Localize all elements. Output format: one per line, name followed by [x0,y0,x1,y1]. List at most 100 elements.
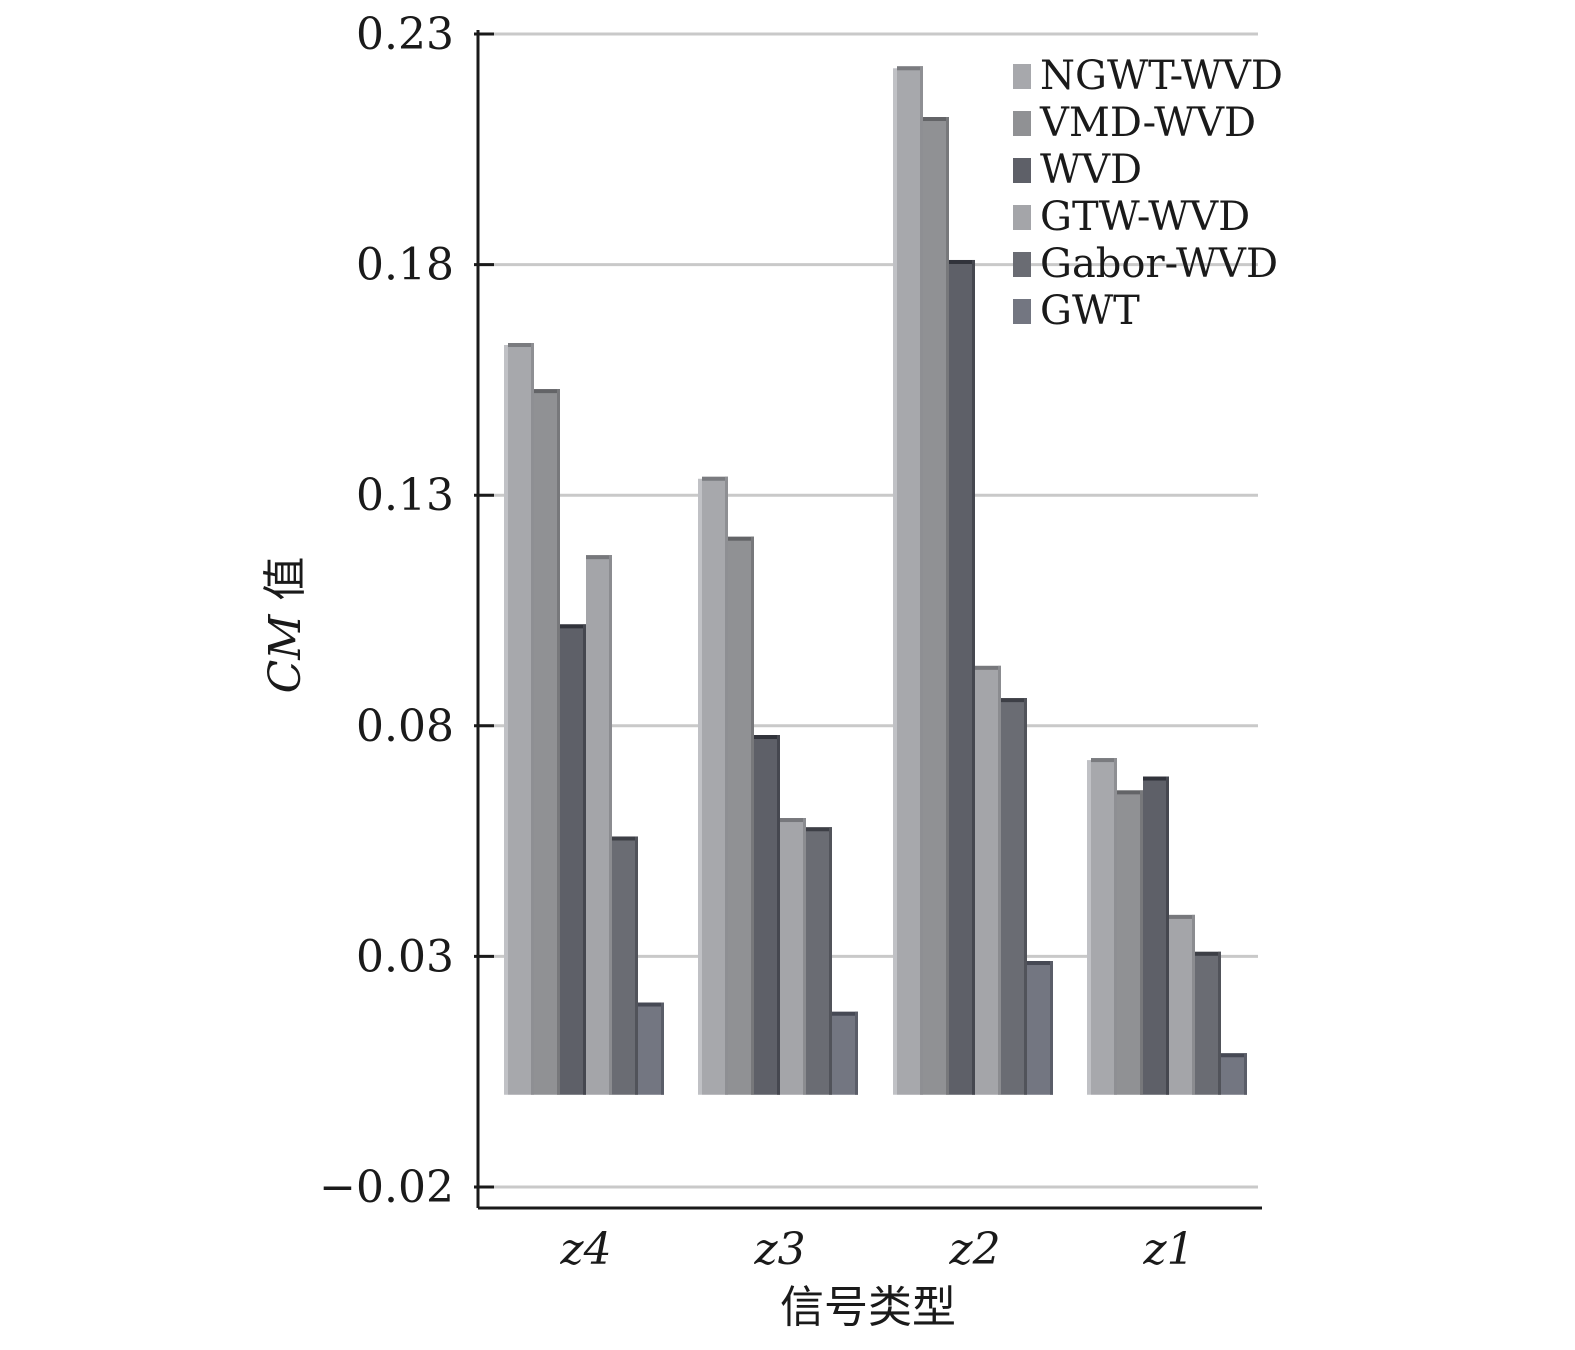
bar-side-edge [1050,961,1053,1095]
legend-swatch [1013,111,1031,136]
bar-z1-GWT [1221,1053,1247,1095]
y-axis-title-prefix: CM [260,614,311,694]
legend-label: NGWT-WVD [1040,53,1283,99]
bar-side-edge [1140,790,1143,1095]
x-category-label: z1 [1142,1224,1194,1275]
bar [1001,698,1027,1095]
bar [975,665,1001,1095]
bar-side-edge [725,476,728,1095]
bar-side-edge [1218,951,1221,1095]
bar-z2-VMD-WVD [923,117,949,1095]
legend-item: WVD [1013,147,1142,193]
bar-z4-Gabor-WVD [612,836,638,1095]
bar-top-edge [508,343,534,348]
bar-side-edge [998,665,1001,1095]
bar-left-edge [504,345,508,1095]
bar-top-edge [1091,758,1117,763]
legend-label: GTW-WVD [1040,194,1250,240]
y-tick-label: −0.02 [319,1162,454,1213]
bar-z2-Gabor-WVD [1001,698,1027,1095]
bar-z4-NGWT-WVD [504,343,534,1095]
bar-z2-GWT [1027,961,1053,1095]
bar-side-edge [583,624,586,1095]
bar-top-edge [1169,914,1195,919]
bar [1091,758,1117,1095]
bar-z3-Gabor-WVD [806,827,832,1095]
bar [923,117,949,1095]
bar-top-edge [534,389,560,394]
bar-side-edge [609,555,612,1095]
legend-item: VMD-WVD [1013,100,1256,146]
bar-side-edge [777,735,780,1095]
bar-side-edge [803,818,806,1095]
y-tick-label: 0.03 [356,931,454,982]
bar [586,555,612,1095]
bar-z1-VMD-WVD [1117,790,1143,1095]
bar [1221,1053,1247,1095]
bar-side-edge [1024,698,1027,1095]
legend-item: Gabor-WVD [1013,241,1278,287]
bar [728,536,754,1095]
bar [508,343,534,1095]
bar-top-edge [1221,1053,1247,1058]
y-tick-label: 0.13 [356,470,454,521]
bar [1143,776,1169,1095]
bar-side-edge [661,1002,664,1095]
legend-swatch [1013,252,1031,277]
bar-top-edge [1117,790,1143,795]
bar [949,259,975,1095]
bar [702,476,728,1095]
y-tick-label: 0.08 [356,701,454,752]
y-tick-label: 0.18 [356,240,454,291]
legend-swatch [1013,299,1031,324]
bar-top-edge [586,555,612,560]
bar-left-edge [893,68,897,1095]
y-axis-title: CM 值 [260,557,311,694]
bar-z3-NGWT-WVD [698,476,728,1095]
bar-top-edge [897,66,923,71]
bar [806,827,832,1095]
legend-swatch [1013,205,1031,230]
bar-side-edge [557,389,560,1095]
bar-z3-WVD [754,735,780,1095]
axes [474,30,1262,1210]
bar-side-edge [920,66,923,1095]
bar-side-edge [635,836,638,1095]
x-axis-title: 信号类型 [780,1282,956,1333]
x-category-label: z2 [948,1224,1000,1275]
legend-item: NGWT-WVD [1013,53,1283,99]
bar [1169,914,1195,1095]
bar-z2-NGWT-WVD [893,66,923,1095]
bar-top-edge [923,117,949,122]
bar-side-edge [1244,1053,1247,1095]
bar-top-edge [1027,961,1053,966]
y-axis-title-suffix: 值 [260,557,311,615]
bar-side-edge [972,259,975,1095]
bar-z4-GTW-WVD [586,555,612,1095]
legend-item: GTW-WVD [1013,194,1250,240]
bar-side-edge [855,1011,858,1095]
x-category-labels: z4 z3 z2 z1 [559,1224,1194,1275]
bar-z3-VMD-WVD [728,536,754,1095]
bar-left-edge [1087,760,1091,1095]
bar-side-edge [531,343,534,1095]
bar-side-edge [1166,776,1169,1095]
bars [504,66,1247,1095]
bar [780,818,806,1095]
bar-top-edge [702,476,728,481]
bar-z4-VMD-WVD [534,389,560,1095]
bar-top-edge [560,624,586,629]
bar-z4-GWT [638,1002,664,1095]
x-category-label: z3 [753,1224,805,1275]
bar-left-edge [698,478,702,1095]
bar-top-edge [754,735,780,740]
legend-item: GWT [1013,288,1140,334]
bar-side-edge [1114,758,1117,1095]
bar-top-edge [949,259,975,264]
bar-top-edge [1195,951,1221,956]
bar [638,1002,664,1095]
bar-z3-GTW-WVD [780,818,806,1095]
bar [560,624,586,1095]
